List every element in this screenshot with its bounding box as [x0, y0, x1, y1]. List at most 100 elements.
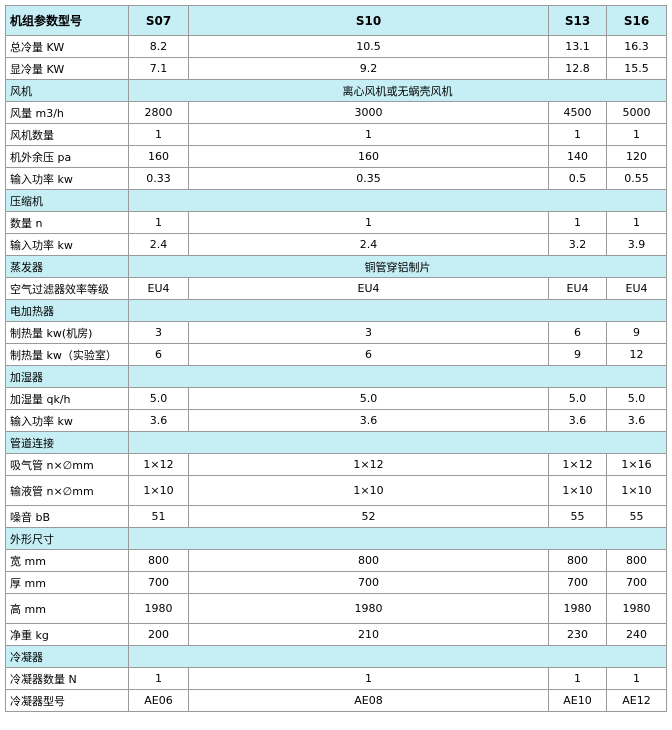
- section-label: 外形尺寸: [5, 527, 129, 550]
- cell: 120: [606, 145, 667, 168]
- data-row: 机外余压 pa 160 160 140 120: [5, 145, 667, 168]
- row-label: 显冷量 KW: [5, 57, 129, 80]
- cell: 1: [548, 211, 607, 234]
- cell: 1980: [548, 593, 607, 624]
- cell: 2800: [128, 101, 189, 124]
- cell: 800: [548, 549, 607, 572]
- cell: 3.2: [548, 233, 607, 256]
- cell: 1: [548, 123, 607, 146]
- cell: 55: [606, 505, 667, 528]
- cell: AE08: [188, 689, 549, 712]
- section-row: 压缩机: [5, 189, 667, 212]
- cell: AE10: [548, 689, 607, 712]
- cell: 200: [128, 623, 189, 646]
- cell: 1980: [188, 593, 549, 624]
- cell: 13.1: [548, 35, 607, 58]
- cell: 6: [188, 343, 549, 366]
- cell: 6: [548, 321, 607, 344]
- section-label: 冷凝器: [5, 645, 129, 668]
- row-label: 净重 kg: [5, 623, 129, 646]
- table-body: 机组参数型号 S07 S10 S13 S16 总冷量 KW 8.2 10.5 13.1 16.3 显…: [5, 5, 667, 712]
- row-label: 制热量 kw（实验室）: [5, 343, 129, 366]
- cell: 0.33: [128, 167, 189, 190]
- cell: 800: [188, 549, 549, 572]
- cell: 1: [548, 667, 607, 690]
- cell: 700: [188, 571, 549, 594]
- section-blank: [128, 645, 667, 668]
- cell: 3.6: [606, 409, 667, 432]
- row-label: 风量 m3/h: [5, 101, 129, 124]
- cell: 1×10: [128, 475, 189, 506]
- section-value: 铜管穿铝制片: [128, 255, 667, 278]
- data-row: 吸气管 n×∅mm 1×12 1×12 1×12 1×16: [5, 453, 667, 476]
- row-label: 制热量 kw(机房): [5, 321, 129, 344]
- cell: 2.4: [188, 233, 549, 256]
- section-row: 管道连接: [5, 431, 667, 454]
- cell: 0.35: [188, 167, 549, 190]
- cell: 0.55: [606, 167, 667, 190]
- row-label: 输入功率 kw: [5, 409, 129, 432]
- cell: 210: [188, 623, 549, 646]
- header-cell: S16: [606, 5, 667, 36]
- cell: 3000: [188, 101, 549, 124]
- row-label: 厚 mm: [5, 571, 129, 594]
- data-row: 宽 mm 800 800 800 800: [5, 549, 667, 572]
- section-row: 蒸发器 铜管穿铝制片: [5, 255, 667, 278]
- cell: 0.5: [548, 167, 607, 190]
- section-blank: [128, 299, 667, 322]
- data-row: 净重 kg 200 210 230 240: [5, 623, 667, 646]
- cell: 3: [128, 321, 189, 344]
- row-label: 加湿量 qk/h: [5, 387, 129, 410]
- data-row: 输入功率 kw 3.6 3.6 3.6 3.6: [5, 409, 667, 432]
- section-row: 风机 离心风机或无蜗壳风机: [5, 79, 667, 102]
- section-blank: [128, 189, 667, 212]
- cell: 230: [548, 623, 607, 646]
- row-label: 冷凝器型号: [5, 689, 129, 712]
- cell: AE06: [128, 689, 189, 712]
- row-label: 空气过滤器效率等级: [5, 277, 129, 300]
- cell: 9: [606, 321, 667, 344]
- cell: 12.8: [548, 57, 607, 80]
- section-blank: [128, 365, 667, 388]
- cell: 4500: [548, 101, 607, 124]
- section-label: 风机: [5, 79, 129, 102]
- data-row: 空气过滤器效率等级 EU4 EU4 EU4 EU4: [5, 277, 667, 300]
- row-label: 总冷量 KW: [5, 35, 129, 58]
- row-label: 风机数量: [5, 123, 129, 146]
- cell: 8.2: [128, 35, 189, 58]
- cell: 9.2: [188, 57, 549, 80]
- cell: 12: [606, 343, 667, 366]
- cell: 700: [548, 571, 607, 594]
- cell: 240: [606, 623, 667, 646]
- data-row: 噪音 bB 51 52 55 55: [5, 505, 667, 528]
- cell: 55: [548, 505, 607, 528]
- cell: 700: [606, 571, 667, 594]
- section-row: 加湿器: [5, 365, 667, 388]
- section-value: 离心风机或无蜗壳风机: [128, 79, 667, 102]
- section-blank: [128, 527, 667, 550]
- row-label: 数量 n: [5, 211, 129, 234]
- cell: 10.5: [188, 35, 549, 58]
- cell: 2.4: [128, 233, 189, 256]
- data-row: 输入功率 kw 0.33 0.35 0.5 0.55: [5, 167, 667, 190]
- cell: 1: [188, 123, 549, 146]
- cell: 1×10: [548, 475, 607, 506]
- section-row: 外形尺寸: [5, 527, 667, 550]
- section-label: 压缩机: [5, 189, 129, 212]
- section-row: 冷凝器: [5, 645, 667, 668]
- cell: 3.6: [128, 409, 189, 432]
- cell: 1×12: [188, 453, 549, 476]
- cell: 800: [606, 549, 667, 572]
- cell: 7.1: [128, 57, 189, 80]
- data-row: 风机数量 1 1 1 1: [5, 123, 667, 146]
- row-label: 机外余压 pa: [5, 145, 129, 168]
- section-label: 加湿器: [5, 365, 129, 388]
- cell: 700: [128, 571, 189, 594]
- section-blank: [128, 431, 667, 454]
- cell: EU4: [188, 277, 549, 300]
- data-row: 加湿量 qk/h 5.0 5.0 5.0 5.0: [5, 387, 667, 410]
- cell: 6: [128, 343, 189, 366]
- row-label: 输入功率 kw: [5, 233, 129, 256]
